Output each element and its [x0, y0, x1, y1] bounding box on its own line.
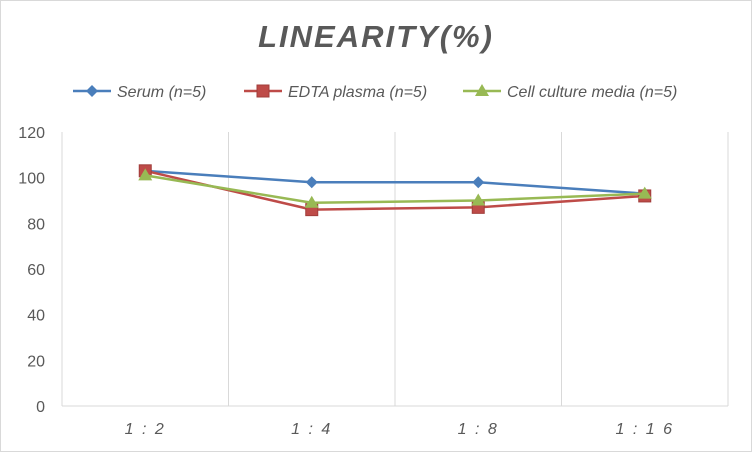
data-point-marker	[637, 186, 652, 199]
data-point-marker	[471, 193, 486, 206]
data-point-marker	[304, 195, 319, 208]
legend-item-1: Serum (n=5)	[73, 84, 206, 101]
y-tick-label: 100	[18, 171, 45, 188]
data-point-marker	[472, 176, 485, 189]
y-tick-label: 60	[27, 262, 45, 279]
legend-item-2: EDTA plasma (n=5)	[244, 84, 427, 101]
y-tick-label: 0	[36, 399, 45, 416]
legend-marker	[256, 84, 270, 98]
y-tick-label: 80	[27, 216, 45, 233]
x-tick-label: 1 : 2	[125, 421, 166, 438]
x-tick-label: 1 : 8	[458, 421, 499, 438]
legend-label: Cell culture media (n=5)	[507, 84, 677, 101]
series-3	[138, 168, 652, 208]
x-tick-label: 1 : 1 6	[616, 421, 674, 438]
legend-label: EDTA plasma (n=5)	[288, 84, 427, 101]
data-point-marker	[305, 176, 318, 189]
grid-lines	[228, 132, 729, 406]
y-tick-label: 40	[27, 308, 45, 325]
chart-title: LINEARITY(%)	[258, 19, 494, 54]
y-tick-label: 120	[18, 125, 45, 142]
data-point-marker	[138, 168, 153, 181]
legend-marker	[86, 85, 98, 97]
x-tick-label: 1 : 4	[291, 421, 332, 438]
series-line	[145, 169, 645, 195]
legend-item-3: Cell culture media (n=5)	[463, 84, 677, 101]
legend-label: Serum (n=5)	[117, 84, 206, 101]
y-tick-label: 20	[27, 353, 45, 370]
legend-marker	[475, 84, 489, 96]
legend: Serum (n=5) EDTA plasma (n=5) Cell culture…	[73, 84, 677, 101]
series	[138, 164, 652, 217]
axes: 0 20 40 60 80 100 120 1 : 2 1 : 4 1 : 8 1 : 1 6	[18, 125, 728, 438]
series-line	[145, 174, 645, 205]
